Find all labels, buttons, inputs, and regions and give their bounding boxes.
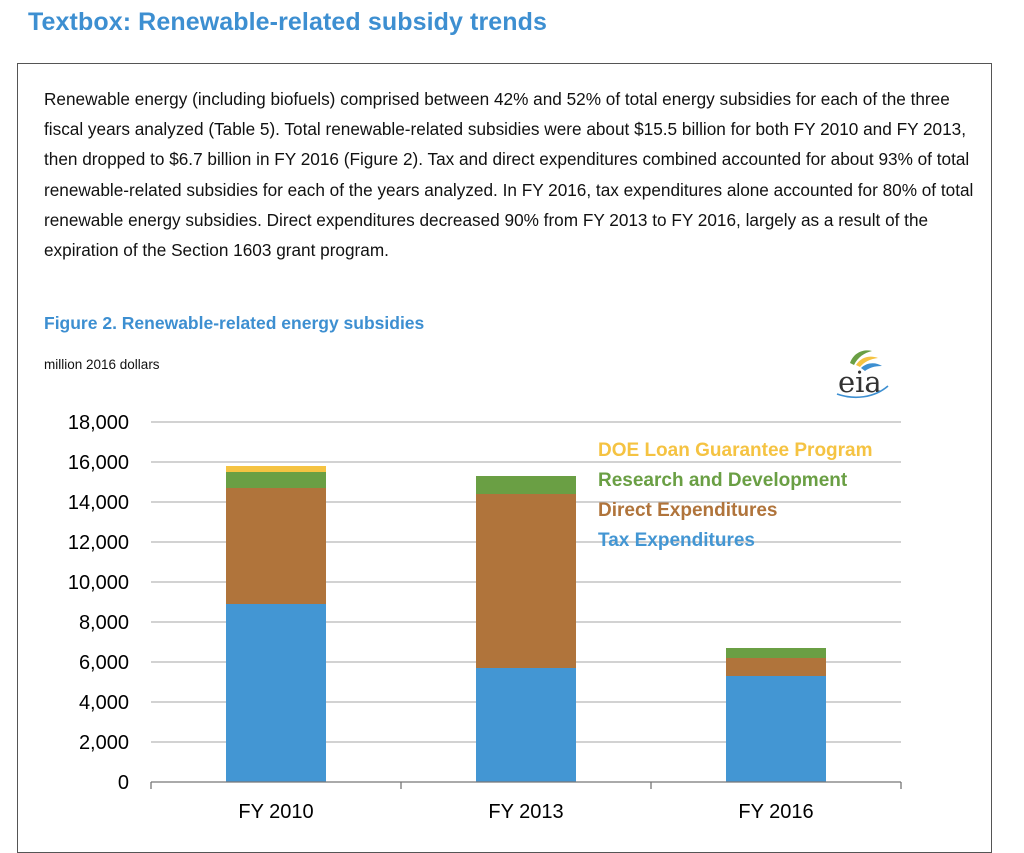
y-tick-label: 6,000 [79, 652, 129, 674]
y-tick-label: 18,000 [68, 412, 129, 434]
units-label: million 2016 dollars [44, 357, 160, 372]
y-tick-label: 10,000 [68, 572, 129, 594]
y-tick-label: 16,000 [68, 452, 129, 474]
bar-fy-2013-tax-expenditures [476, 668, 576, 782]
subsidies-chart: 0 2,000 4,000 6,000 8,000 10,000 12,000 14,000 1… [68, 412, 902, 823]
bar-fy-2010-research-and-development [226, 472, 326, 488]
y-tick-label: 12,000 [68, 532, 129, 554]
chart-legend: DOE Loan Guarantee Program Research and D… [598, 440, 873, 551]
x-tick-label-fy-2016: FY 2016 [738, 801, 813, 823]
legend-tax-expenditures: Tax Expenditures [598, 530, 755, 551]
legend-doe-loan-guarantee-program: DOE Loan Guarantee Program [598, 440, 873, 461]
bar-fy-2016-research-and-development [726, 648, 826, 658]
y-tick-label: 4,000 [79, 692, 129, 714]
legend-research-and-development: Research and Development [598, 470, 848, 491]
y-tick-label: 0 [118, 772, 129, 794]
x-tick-label-fy-2010: FY 2010 [238, 801, 313, 823]
textbox-paragraph: Renewable energy (including biofuels) co… [44, 89, 974, 261]
bar-fy-2013-direct-expenditures [476, 494, 576, 668]
x-tick-label-fy-2013: FY 2013 [488, 801, 563, 823]
chart-y-tick-labels: 0 2,000 4,000 6,000 8,000 10,000 12,000 14,000 1… [68, 412, 129, 794]
bar-fy-2013-research-and-development [476, 476, 576, 494]
bar-fy-2010-doe-loan-guarantee-program [226, 466, 326, 472]
y-tick-label: 8,000 [79, 612, 129, 634]
chart-x-tick-labels: FY 2010 FY 2013 FY 2016 [238, 801, 813, 823]
chart-axes [150, 781, 902, 789]
bar-fy-2010-tax-expenditures [226, 604, 326, 782]
y-tick-label: 14,000 [68, 492, 129, 514]
bar-fy-2010-direct-expenditures [226, 488, 326, 604]
figure-title: Figure 2. Renewable-related energy subsi… [44, 313, 425, 333]
bar-fy-2016-direct-expenditures [726, 658, 826, 676]
textbox-heading: Textbox: Renewable-related subsidy trend… [28, 8, 548, 36]
legend-direct-expenditures: Direct Expenditures [598, 500, 778, 521]
chart-bars [226, 466, 826, 782]
y-tick-label: 2,000 [79, 732, 129, 754]
bar-fy-2016-tax-expenditures [726, 676, 826, 782]
eia-logo: eia [836, 350, 889, 399]
